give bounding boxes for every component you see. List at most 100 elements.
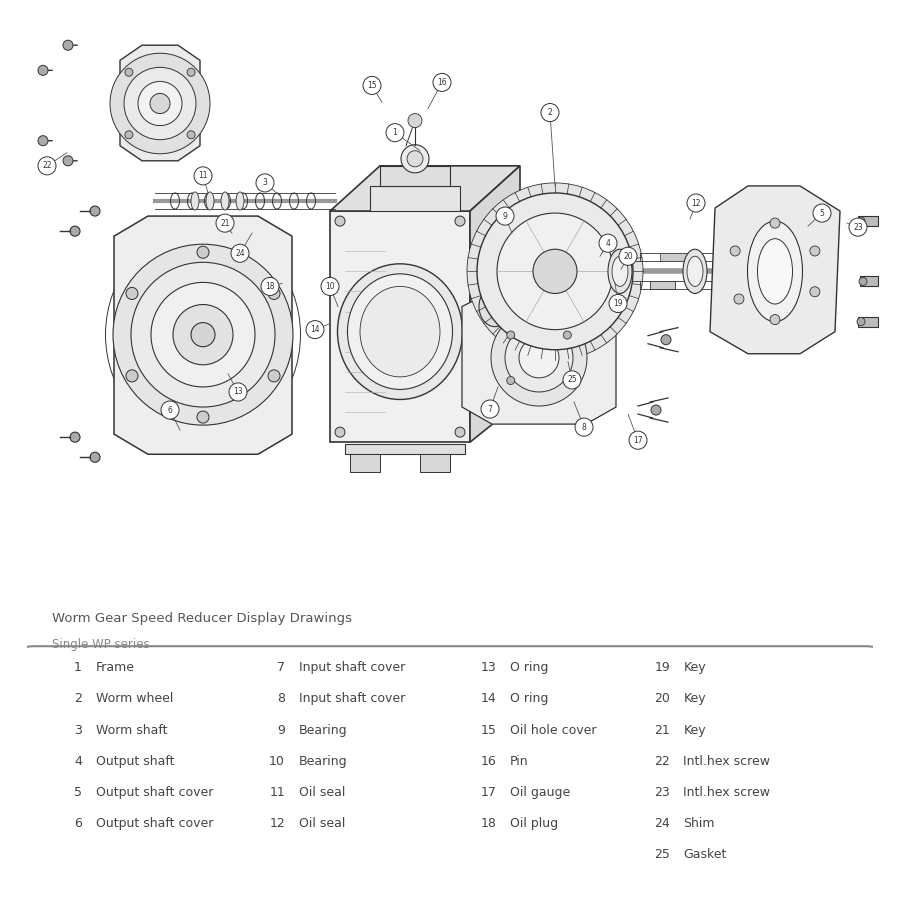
Circle shape — [124, 68, 196, 140]
Text: Shim: Shim — [683, 817, 715, 830]
Text: 23: 23 — [853, 222, 863, 231]
Polygon shape — [120, 45, 200, 161]
Text: 2: 2 — [547, 108, 553, 117]
Ellipse shape — [608, 249, 632, 293]
Circle shape — [197, 411, 209, 423]
Circle shape — [126, 370, 138, 382]
Circle shape — [187, 130, 195, 139]
Circle shape — [131, 262, 275, 407]
Circle shape — [125, 68, 133, 76]
Text: 16: 16 — [437, 78, 446, 87]
Text: 6: 6 — [167, 406, 173, 415]
Text: 5: 5 — [74, 786, 82, 798]
Text: 10: 10 — [269, 754, 285, 768]
Polygon shape — [114, 216, 292, 454]
Ellipse shape — [683, 249, 707, 293]
Ellipse shape — [748, 221, 803, 321]
Circle shape — [533, 249, 577, 293]
Polygon shape — [710, 186, 840, 354]
Text: 3: 3 — [74, 724, 82, 736]
Circle shape — [256, 174, 274, 192]
Bar — [350, 454, 380, 472]
Ellipse shape — [236, 192, 244, 210]
Circle shape — [90, 452, 100, 463]
Circle shape — [150, 94, 170, 113]
Text: 19: 19 — [654, 662, 670, 674]
Ellipse shape — [687, 256, 703, 286]
Text: 16: 16 — [481, 754, 497, 768]
Polygon shape — [470, 166, 520, 442]
Text: 9: 9 — [502, 212, 508, 220]
Polygon shape — [345, 445, 465, 455]
Circle shape — [609, 294, 627, 312]
Circle shape — [849, 218, 867, 236]
Ellipse shape — [338, 264, 463, 400]
Text: Key: Key — [683, 724, 706, 736]
Circle shape — [407, 150, 423, 166]
Text: 21: 21 — [220, 219, 230, 228]
Circle shape — [63, 40, 73, 50]
Circle shape — [857, 318, 865, 326]
Circle shape — [126, 287, 138, 300]
Text: 14: 14 — [310, 325, 320, 334]
Circle shape — [687, 194, 705, 212]
Circle shape — [810, 246, 820, 256]
Text: 1: 1 — [74, 662, 82, 674]
Text: 12: 12 — [269, 817, 285, 830]
Text: O ring: O ring — [510, 692, 548, 706]
Bar — [650, 282, 675, 290]
Circle shape — [197, 247, 209, 258]
Text: 20: 20 — [623, 252, 633, 261]
Text: 9: 9 — [277, 724, 285, 736]
Circle shape — [70, 226, 80, 236]
Circle shape — [477, 193, 633, 350]
Circle shape — [408, 113, 422, 128]
Circle shape — [491, 310, 587, 406]
Circle shape — [401, 145, 429, 173]
Circle shape — [810, 287, 820, 297]
Ellipse shape — [758, 238, 793, 304]
Ellipse shape — [612, 256, 628, 286]
Text: 8: 8 — [277, 692, 285, 706]
Circle shape — [306, 320, 324, 338]
Text: Oil seal: Oil seal — [299, 817, 345, 830]
Circle shape — [496, 207, 514, 225]
Text: 7: 7 — [277, 662, 285, 674]
Circle shape — [38, 136, 48, 146]
Circle shape — [770, 315, 780, 325]
Ellipse shape — [191, 192, 199, 210]
Text: 24: 24 — [235, 248, 245, 257]
Bar — [660, 253, 690, 261]
Text: 18: 18 — [266, 282, 274, 291]
Text: 1: 1 — [392, 128, 398, 137]
Circle shape — [519, 338, 559, 378]
Text: O ring: O ring — [510, 662, 548, 674]
Ellipse shape — [206, 192, 214, 210]
Circle shape — [173, 304, 233, 365]
Circle shape — [563, 331, 572, 339]
Text: 23: 23 — [654, 786, 670, 798]
Text: 14: 14 — [481, 692, 497, 706]
Circle shape — [191, 322, 215, 346]
Text: 22: 22 — [654, 754, 670, 768]
Circle shape — [38, 157, 56, 175]
Polygon shape — [330, 211, 470, 442]
Circle shape — [661, 335, 671, 345]
Circle shape — [859, 277, 867, 285]
Bar — [420, 454, 450, 472]
Circle shape — [113, 244, 293, 425]
Circle shape — [268, 370, 280, 382]
Text: 8: 8 — [581, 423, 587, 432]
Text: 7: 7 — [488, 404, 492, 413]
Circle shape — [507, 331, 515, 339]
Bar — [858, 317, 878, 327]
Text: 21: 21 — [654, 724, 670, 736]
Text: 11: 11 — [198, 171, 208, 180]
Text: Intl.hex screw: Intl.hex screw — [683, 754, 770, 768]
Circle shape — [216, 214, 234, 232]
Circle shape — [730, 246, 740, 256]
Circle shape — [335, 428, 345, 437]
Circle shape — [575, 418, 593, 436]
Text: Worm wheel: Worm wheel — [95, 692, 173, 706]
Text: 18: 18 — [481, 817, 497, 830]
